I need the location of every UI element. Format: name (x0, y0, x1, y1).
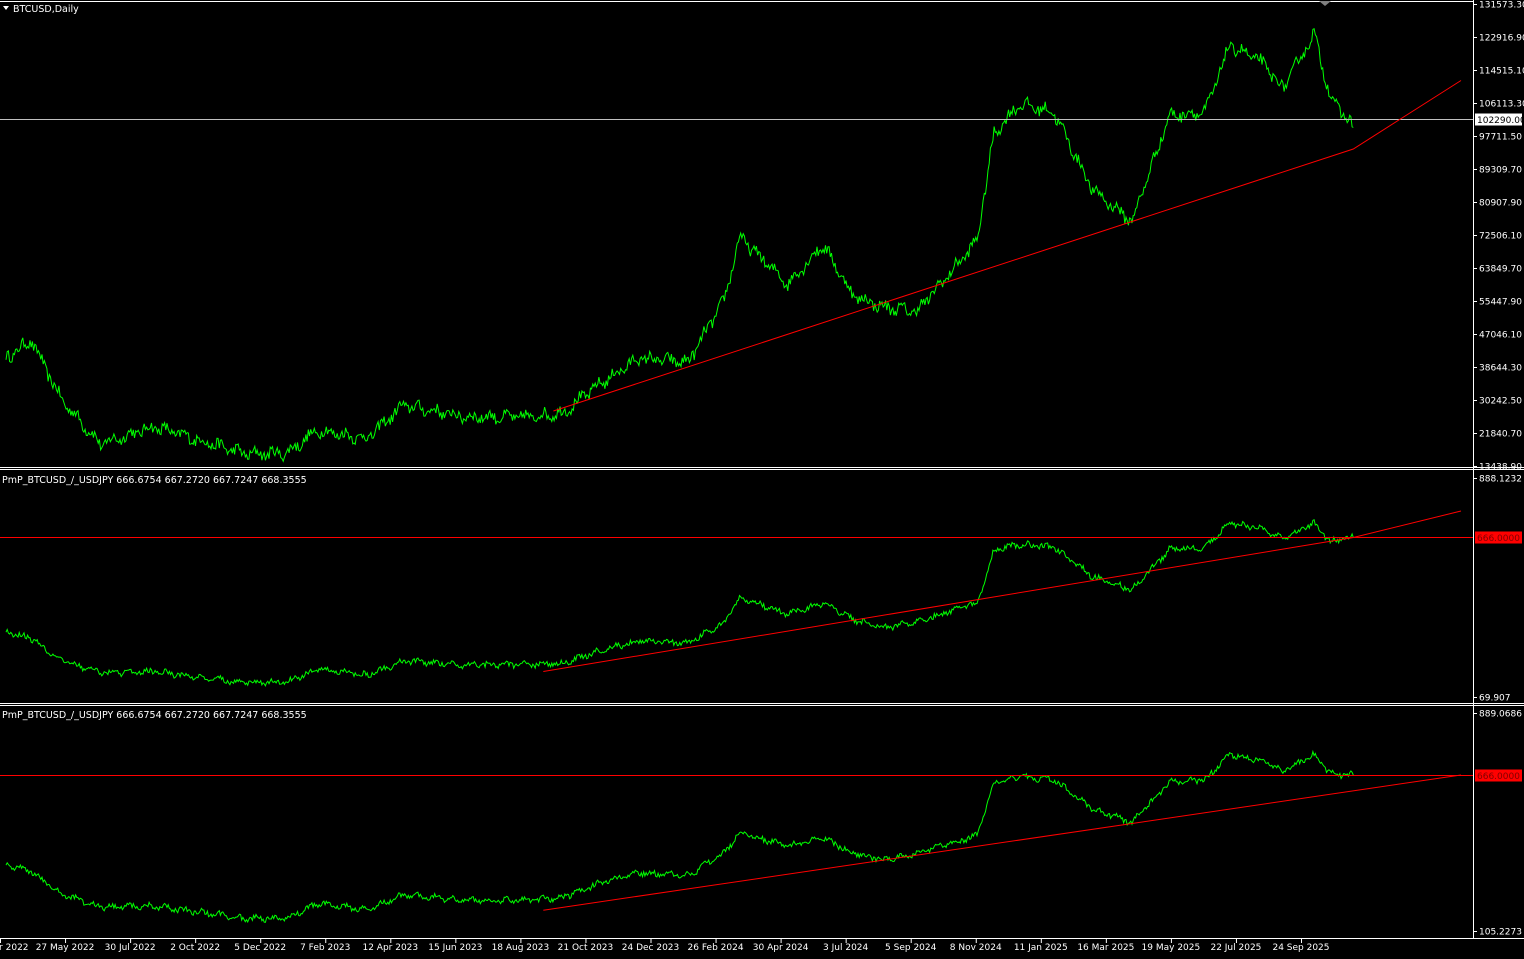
x-axis-tick-label: 27 May 2022 (36, 943, 95, 953)
x-axis-tick-label: 22 Jul 2025 (1210, 943, 1261, 953)
y-axis-tick-label: 106113.30 (1479, 100, 1524, 110)
x-axis-tick-label: 15 Jun 2023 (428, 943, 482, 953)
level-price-label: 102290.00 (1477, 116, 1524, 126)
y-axis-tick-label: 63849.70 (1479, 265, 1522, 275)
x-axis-tick-label: 24 Dec 2023 (622, 943, 680, 953)
level-label-background (1475, 531, 1522, 544)
x-axis-tick-label: 5 Sep 2024 (885, 943, 937, 953)
indicator-pane-title: PmP_BTCUSD_/_USDJPY 666.6754 667.2720 66… (2, 475, 307, 486)
y-axis-tick-label: 97711.50 (1479, 133, 1522, 143)
x-axis-tick-label: 30 Jul 2022 (105, 943, 156, 953)
x-axis-tick-label: 19 May 2025 (1142, 943, 1201, 953)
y-axis-tick-label: 38644.30 (1479, 364, 1522, 374)
x-axis-tick-label: 8 Nov 2024 (950, 943, 1002, 953)
pane-borders (0, 0, 1524, 939)
y-axis-tick-label: 55447.90 (1479, 298, 1522, 308)
triangle-down-icon[interactable] (3, 6, 9, 10)
x-axis-tick-label: 16 Mar 2022 (0, 943, 29, 953)
pmp-ratio-line-1 (5, 518, 1354, 687)
x-axis-tick-label: 30 Apr 2024 (753, 943, 809, 953)
trendline[interactable] (543, 510, 1462, 672)
y-axis-tick-label: 131573.30 (1479, 1, 1524, 11)
level-labels: 102290.00 666.0000 666.0000 (1475, 113, 1524, 782)
trendline[interactable] (543, 774, 1462, 911)
y-axis-tick-label: 47046.10 (1479, 331, 1522, 341)
level-label-background (1475, 769, 1522, 782)
shift-marker-icon[interactable] (1319, 1, 1331, 6)
y-axis-tick-label: 122916.90 (1479, 34, 1524, 44)
x-axis-tick-label: 12 Apr 2023 (362, 943, 418, 953)
indicator-pane-title: PmP_BTCUSD_/_USDJPY 666.6754 667.2720 66… (2, 710, 307, 721)
y-axis-tick-label: 80907.90 (1479, 199, 1522, 209)
btcusd-price-line (5, 27, 1354, 463)
x-axis-tick-label: 21 Oct 2023 (558, 943, 614, 953)
time-scale[interactable]: 16 Mar 2022 27 May 2022 30 Jul 2022 2 Oct 2… (0, 939, 1330, 953)
x-axis-tick-label: 7 Feb 2023 (300, 943, 350, 953)
price-scale[interactable]: 131573.30 122916.90 114515.10 106113.30 9771… (1473, 1, 1524, 938)
y-axis-tick-label: 889.0686 (1479, 710, 1522, 720)
x-axis-tick-label: 26 Feb 2024 (688, 943, 744, 953)
x-axis-tick-label: 5 Dec 2022 (234, 943, 286, 953)
y-axis-tick-label: 21840.70 (1479, 430, 1522, 440)
level-label-background (1475, 113, 1522, 126)
y-axis-tick-label: 114515.10 (1479, 67, 1524, 77)
x-axis-tick-label: 18 Aug 2023 (492, 943, 550, 953)
main-pane-title: BTCUSD,Daily (13, 4, 79, 15)
x-axis-tick-label: 2 Oct 2022 (170, 943, 220, 953)
x-axis-tick-label: 3 Jul 2024 (823, 943, 868, 953)
y-axis-tick-label: 30242.50 (1479, 397, 1522, 407)
y-axis-tick-label: 69.907 (1479, 694, 1511, 704)
y-axis-tick-label: 89309.70 (1479, 166, 1522, 176)
x-axis-tick-label: 24 Sep 2025 (1272, 943, 1329, 953)
x-axis-tick-label: 16 Mar 2025 (1077, 943, 1134, 953)
x-axis-tick-label: 11 Jan 2025 (1014, 943, 1068, 953)
y-axis-tick-label: 888.1232 (1479, 475, 1522, 485)
level-price-label: 666.0000 (1477, 534, 1520, 544)
y-axis-tick-label: 105.2273 (1479, 928, 1522, 938)
y-axis-tick-label: 13438.90 (1479, 463, 1522, 473)
trendline[interactable] (553, 80, 1462, 412)
level-price-label: 666.0000 (1477, 772, 1520, 782)
y-axis-tick-label: 72506.10 (1479, 232, 1522, 242)
